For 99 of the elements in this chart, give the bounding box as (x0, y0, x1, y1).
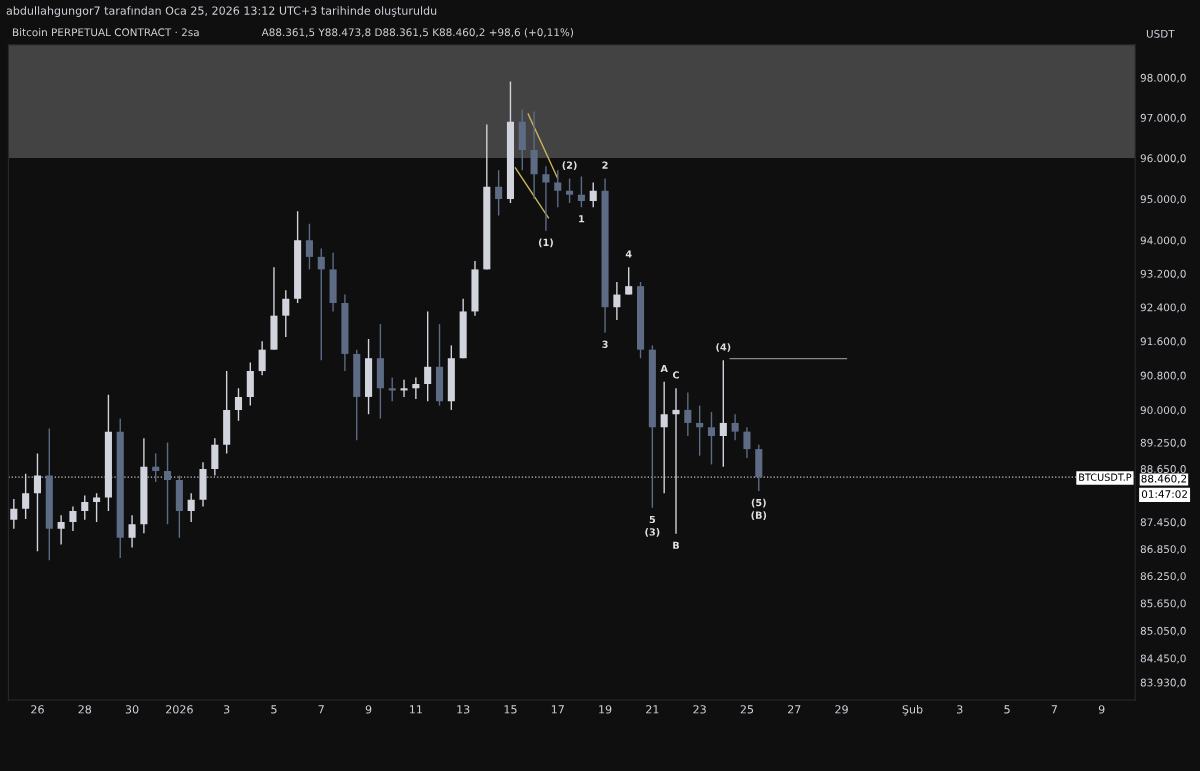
annotation: (4) (716, 343, 731, 352)
x-tick-label: 11 (410, 705, 422, 714)
candlestick (731, 413, 739, 442)
candlestick (743, 426, 751, 459)
y-tick-label: 90.800,0 (1140, 371, 1186, 381)
annotation: (3) (645, 528, 660, 537)
candlestick (57, 514, 65, 546)
x-tick-label: 27 (788, 705, 801, 714)
candlestick (589, 181, 597, 208)
candlestick (187, 492, 195, 523)
x-tick-label: 3 (223, 705, 230, 714)
candlestick (282, 289, 290, 338)
x-tick-label: 2026 (166, 705, 193, 714)
x-tick-label: Şub (902, 704, 923, 716)
annotation: (1) (538, 238, 553, 248)
candlestick (234, 387, 243, 422)
y-tick-label: 97.000,0 (1140, 113, 1186, 123)
candlestick (22, 473, 30, 520)
y-tick-label: 92.400,0 (1140, 303, 1186, 313)
x-tick-label: 9 (1098, 705, 1105, 714)
candlestick (707, 411, 716, 466)
candlestick (684, 391, 692, 437)
candlestick (258, 340, 266, 377)
x-tick-label: 21 (646, 705, 659, 714)
x-tick-label: 7 (318, 705, 324, 714)
annotation: 4 (625, 250, 632, 258)
x-tick-label: 9 (365, 705, 372, 714)
candlestick (660, 381, 668, 494)
candlestick (163, 441, 172, 525)
y-tick-label: 94.000,0 (1140, 236, 1186, 246)
candlestick (81, 494, 89, 521)
y-tick-label: 96.000,0 (1140, 154, 1186, 164)
annotation: (B) (751, 511, 767, 520)
annotation: (2) (562, 161, 577, 170)
text: 01:47:02 (1141, 490, 1187, 498)
chart-title: Bitcoin PERPETUAL CONTRACT · 2sa (13, 28, 199, 37)
candlestick (696, 404, 704, 457)
candlestick (613, 281, 621, 321)
x-tick-label: 15 (504, 705, 517, 714)
x-tick-label: 7 (1051, 705, 1057, 714)
y-tick-label: 86.250,0 (1140, 572, 1186, 582)
x-tick-label: 25 (740, 705, 754, 714)
annotation: (5) (751, 498, 766, 508)
text: USDT (1146, 29, 1175, 38)
x-tick-label: 26 (31, 705, 44, 714)
annotation: A (660, 364, 668, 373)
y-tick-label: 95.000,0 (1140, 195, 1186, 205)
y-tick-label: 88.650,0 (1140, 465, 1186, 475)
y-tick-label: 84.450,0 (1140, 654, 1186, 664)
candlestick (566, 177, 574, 204)
candlestick (577, 175, 585, 208)
annotation: 3 (602, 340, 608, 348)
x-tick-label: 5 (271, 705, 277, 714)
candlestick (554, 169, 562, 208)
chart-subtitle: A88.361,5 Y88.473,8 D88.361,5 K88.460,2 +98,6 (+0,11%) (261, 28, 574, 38)
annotation: C (672, 371, 679, 379)
candlestick (152, 452, 160, 483)
candlestick (317, 247, 325, 362)
y-tick-label: 86.850,0 (1140, 545, 1186, 555)
y-tick-label: 83.930,0 (1140, 678, 1186, 688)
candlestick (542, 165, 550, 232)
ref-line-label: 88.460,2 (1141, 474, 1187, 484)
y-tick-label: 90.000,0 (1140, 406, 1186, 416)
annotation: BTCUSDT.P (1079, 473, 1132, 481)
candlestick (625, 266, 633, 296)
candlestick (33, 452, 42, 552)
annotation: 1 (579, 215, 585, 223)
candlestick (424, 310, 432, 402)
candlestick (69, 505, 77, 532)
text: abdullahgungor7 tarafından Oca 25, 2026 13:12 UTC+3 tarihinde oluşturuldu (6, 6, 437, 17)
x-tick-label: 13 (457, 705, 470, 714)
annotation: B (673, 541, 680, 549)
annotation: 5 (649, 515, 656, 524)
candlestick (93, 492, 101, 523)
candlestick (388, 376, 396, 402)
y-tick-label: 91.600,0 (1140, 337, 1186, 347)
x-tick-label: 28 (78, 705, 92, 714)
x-tick-label: 29 (835, 705, 848, 714)
x-tick-label: 5 (1004, 705, 1010, 714)
y-tick-label: 85.050,0 (1140, 626, 1186, 636)
candlestick (10, 498, 18, 530)
x-tick-label: 30 (125, 705, 139, 714)
candlestick (412, 376, 420, 400)
candlestick (128, 514, 136, 549)
candlestick (495, 169, 503, 217)
candlestick (672, 387, 680, 535)
annotation: 2 (602, 161, 608, 169)
candlestick (400, 378, 408, 398)
y-tick-label: 85.650,0 (1140, 599, 1186, 609)
y-tick-label: 89.250,0 (1140, 438, 1186, 448)
candlestick (305, 222, 313, 271)
x-tick-label: 3 (957, 705, 963, 714)
y-tick-label: 93.200,0 (1140, 269, 1186, 279)
y-tick-label: 87.450,0 (1140, 518, 1186, 528)
x-tick-label: 17 (551, 705, 564, 714)
candlestick (719, 359, 727, 468)
x-tick-label: 23 (693, 705, 706, 714)
x-tick-label: 19 (599, 705, 612, 714)
y-tick-label: 98.000,0 (1140, 73, 1186, 83)
